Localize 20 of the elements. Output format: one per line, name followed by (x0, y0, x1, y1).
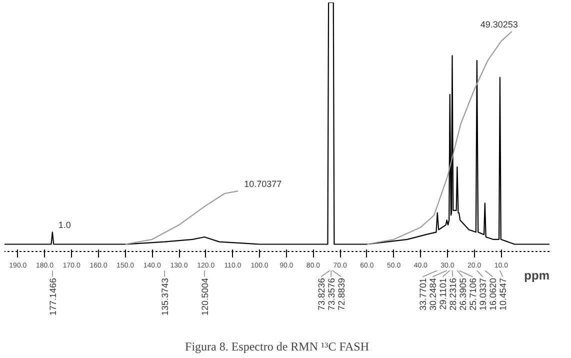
annotation: 33.7701 (418, 278, 428, 310)
annotation: 49.30253 (480, 20, 518, 30)
annotation: 30.2484 (428, 278, 438, 310)
annotation: 1.0 (58, 220, 71, 230)
annotation: 29.1101 (438, 278, 448, 310)
annotation: 19.0337 (478, 278, 488, 310)
x-axis-title: ppm (524, 268, 550, 282)
annotation: 72.8839 (336, 278, 347, 310)
annotation: 10.70377 (244, 179, 282, 190)
annotation: 135.3743 (160, 278, 170, 316)
annotation: 120.5004 (200, 278, 210, 316)
annotation: 26.3905 (458, 278, 468, 310)
annotation: 73.8236 (316, 278, 327, 310)
annotation: 10.4547 (498, 278, 508, 310)
annotation: 73.3576 (326, 278, 337, 310)
annotation: 16.0620 (488, 278, 498, 310)
annotation: 25.7106 (468, 278, 478, 310)
annotation: 177.1466 (48, 278, 58, 316)
text: Figura 8. Espectro de RMN ¹³C FASH (185, 340, 370, 354)
annotation: 28.2316 (448, 278, 458, 310)
